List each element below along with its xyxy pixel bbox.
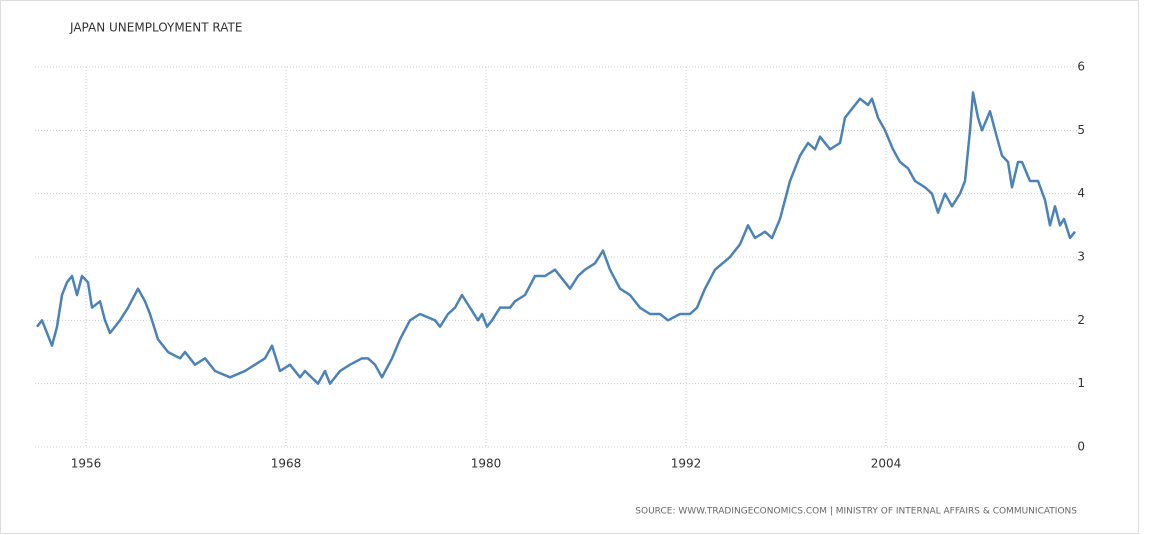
- y-tick-label: 3: [1077, 250, 1085, 264]
- x-tick-label: 1968: [271, 457, 302, 471]
- y-tick-label: 1: [1077, 376, 1085, 390]
- x-tick-label: 1956: [71, 457, 102, 471]
- y-tick-label: 0: [1077, 440, 1085, 454]
- x-tick-label: 1980: [471, 457, 502, 471]
- source-note: SOURCE: WWW.TRADINGECONOMICS.COM | MINIS…: [635, 507, 1077, 517]
- x-tick-label: 1992: [671, 457, 702, 471]
- y-tick-label: 2: [1077, 313, 1085, 327]
- y-tick-label: 6: [1077, 60, 1085, 74]
- y-tick-label: 5: [1077, 123, 1085, 137]
- chart-title: JAPAN UNEMPLOYMENT RATE: [69, 21, 242, 35]
- series-line: [36, 91, 1076, 385]
- y-tick-label: 4: [1077, 186, 1085, 200]
- x-tick-label: 2004: [871, 457, 902, 471]
